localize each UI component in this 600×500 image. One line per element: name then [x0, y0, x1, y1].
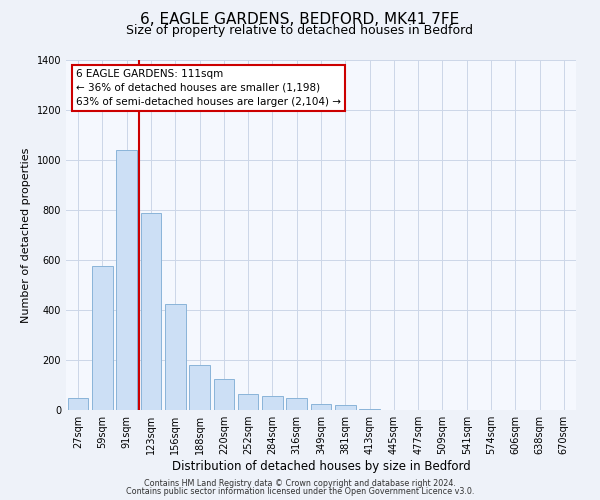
Text: 6, EAGLE GARDENS, BEDFORD, MK41 7FE: 6, EAGLE GARDENS, BEDFORD, MK41 7FE — [140, 12, 460, 28]
Bar — [116, 150, 137, 410]
Bar — [68, 398, 88, 410]
Text: Size of property relative to detached houses in Bedford: Size of property relative to detached ho… — [127, 24, 473, 37]
Text: Contains public sector information licensed under the Open Government Licence v3: Contains public sector information licen… — [126, 487, 474, 496]
Bar — [140, 212, 161, 410]
Bar — [359, 409, 380, 410]
Bar — [214, 379, 234, 410]
Bar — [311, 404, 331, 410]
Text: Contains HM Land Registry data © Crown copyright and database right 2024.: Contains HM Land Registry data © Crown c… — [144, 478, 456, 488]
Bar — [335, 405, 356, 410]
Text: 6 EAGLE GARDENS: 111sqm
← 36% of detached houses are smaller (1,198)
63% of semi: 6 EAGLE GARDENS: 111sqm ← 36% of detache… — [76, 69, 341, 107]
Bar — [262, 396, 283, 410]
X-axis label: Distribution of detached houses by size in Bedford: Distribution of detached houses by size … — [172, 460, 470, 473]
Bar — [92, 266, 113, 410]
Bar — [189, 365, 210, 410]
Bar — [165, 304, 185, 410]
Bar — [286, 398, 307, 410]
Y-axis label: Number of detached properties: Number of detached properties — [21, 148, 31, 322]
Bar — [238, 394, 259, 410]
